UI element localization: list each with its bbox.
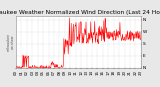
Y-axis label: milwaukee
wx.show: milwaukee wx.show	[7, 33, 15, 51]
Title: Milwaukee Weather Normalized Wind Direction (Last 24 Hours): Milwaukee Weather Normalized Wind Direct…	[0, 10, 160, 15]
